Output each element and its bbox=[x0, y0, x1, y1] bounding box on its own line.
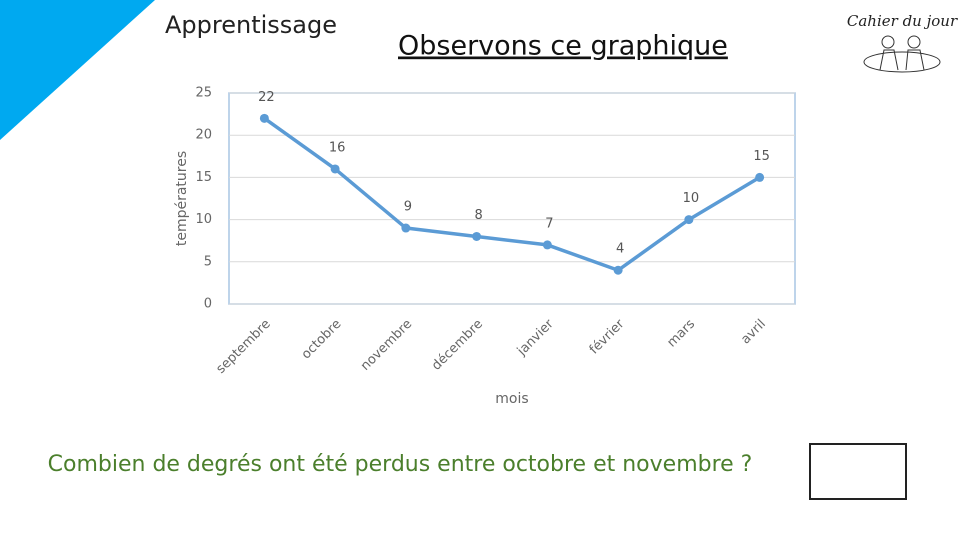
x-tick-label: octobre bbox=[299, 317, 345, 363]
x-tick-label: janvier bbox=[514, 316, 557, 359]
data-label: 4 bbox=[616, 242, 624, 257]
section-title: Apprentissage bbox=[165, 11, 337, 39]
x-tick-label: février bbox=[587, 316, 628, 357]
answer-box[interactable] bbox=[809, 443, 907, 500]
slide-title: Observons ce graphique bbox=[398, 31, 728, 62]
data-point bbox=[755, 172, 765, 182]
y-tick-label: 0 bbox=[204, 297, 212, 312]
data-point bbox=[259, 113, 269, 123]
y-tick-label: 10 bbox=[195, 212, 212, 227]
x-tick-label: septembre bbox=[214, 317, 274, 377]
y-tick-label: 25 bbox=[195, 86, 212, 101]
y-tick-label: 15 bbox=[195, 170, 212, 185]
data-line bbox=[263, 116, 761, 272]
data-label: 22 bbox=[258, 90, 275, 105]
data-label: 7 bbox=[545, 216, 553, 231]
y-tick-label: 5 bbox=[204, 254, 212, 269]
data-label: 15 bbox=[753, 149, 770, 164]
data-label: 8 bbox=[474, 208, 482, 223]
corner-decoration bbox=[0, 0, 155, 140]
x-tick-label: décembre bbox=[429, 317, 486, 374]
x-tick-label: mars bbox=[664, 317, 698, 351]
data-point bbox=[613, 265, 623, 275]
data-point bbox=[330, 164, 340, 174]
y-tick-label: 20 bbox=[195, 128, 212, 143]
data-label: 10 bbox=[683, 191, 700, 206]
x-tick-label: novembre bbox=[358, 317, 415, 374]
data-label: 9 bbox=[404, 200, 412, 215]
data-point bbox=[401, 223, 411, 233]
logo-text: Cahier du jour bbox=[847, 12, 958, 30]
data-label: 16 bbox=[329, 140, 346, 155]
x-axis-label: mois bbox=[495, 391, 528, 407]
logo-drawing bbox=[863, 35, 941, 73]
data-point bbox=[684, 215, 694, 225]
data-point bbox=[542, 240, 552, 250]
y-axis-label: températures bbox=[174, 151, 190, 246]
x-tick-label: avril bbox=[738, 317, 769, 348]
plot-frame bbox=[228, 92, 796, 305]
data-point bbox=[472, 231, 482, 241]
question: Combien de degrés ont été perdus entre o… bbox=[47, 452, 753, 477]
